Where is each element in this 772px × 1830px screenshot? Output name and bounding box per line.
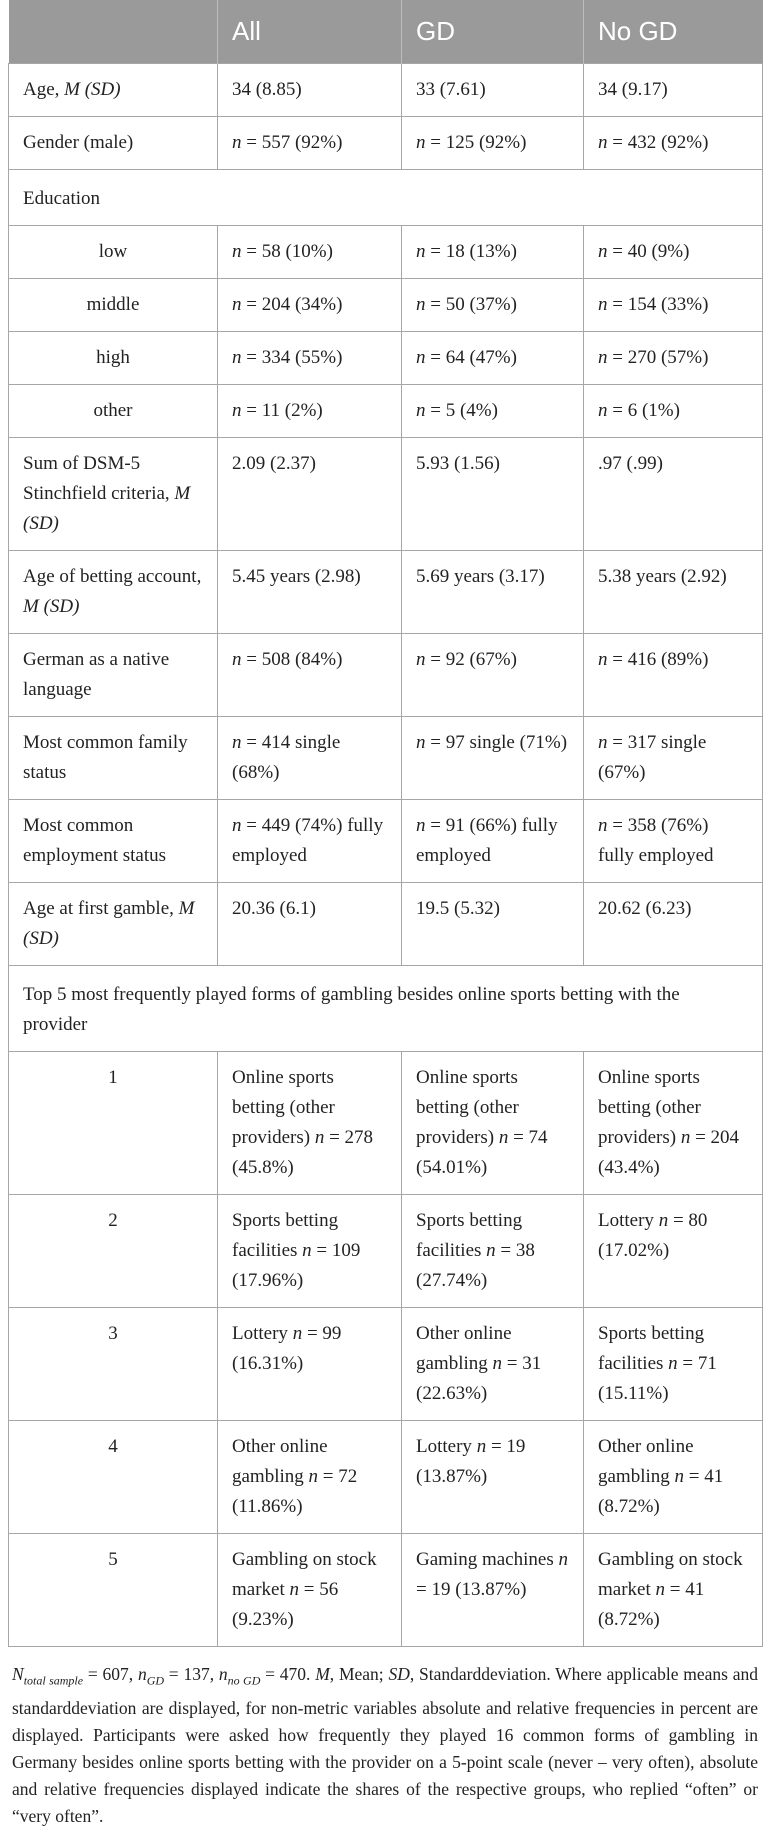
table-row: Age of betting account, M (SD) 5.45 years… <box>8 550 763 634</box>
table-row: 2 Sports betting facilities n = 109 (17.9… <box>8 1194 763 1308</box>
table-cell: n = 358 (76%) fully employed <box>583 799 763 883</box>
table-cell: 34 (9.17) <box>583 63 763 117</box>
table-cell: n = 5 (4%) <box>401 384 584 438</box>
row-label: 2 <box>8 1194 218 1308</box>
table-cell: n = 416 (89%) <box>583 633 763 717</box>
row-label: Age at first gamble, M (SD) <box>8 882 218 966</box>
table-cell: n = 270 (57%) <box>583 331 763 385</box>
table-header-row: All GD No GD <box>8 0 763 64</box>
table-cell: Other online gambling n = 72 (11.86%) <box>217 1420 402 1534</box>
table-cell: n = 91 (66%) fully employed <box>401 799 584 883</box>
table-cell: Sports betting facilities n = 38 (27.74%… <box>401 1194 584 1308</box>
table-cell: n = 449 (74%) fully employed <box>217 799 402 883</box>
table-row: Age at first gamble, M (SD) 20.36 (6.1) 19… <box>8 882 763 966</box>
table-cell: Online sports betting (other providers) … <box>583 1051 763 1195</box>
row-label: other <box>8 384 218 438</box>
section-row: Education <box>8 169 763 226</box>
table-cell: n = 557 (92%) <box>217 116 402 170</box>
table-body: Age, M (SD) 34 (8.85) 33 (7.61) 34 (9.17) Ge… <box>8 63 763 1647</box>
table-row: 5 Gambling on stock market n = 56 (9.23%)… <box>8 1533 763 1647</box>
demographics-table: All GD No GD Age, M (SD) 34 (8.85) 33 (7.6… <box>8 0 763 1647</box>
row-label: 4 <box>8 1420 218 1534</box>
table-row: other n = 11 (2%) n = 5 (4%) n = 6 (1%) <box>8 384 763 438</box>
table-cell: n = 64 (47%) <box>401 331 584 385</box>
row-label: Age, M (SD) <box>8 63 218 117</box>
table-row: low n = 58 (10%) n = 18 (13%) n = 40 (9%) <box>8 225 763 279</box>
section-label: Top 5 most frequently played forms of ga… <box>8 965 763 1052</box>
table-cell: Lottery n = 19 (13.87%) <box>401 1420 584 1534</box>
table-cell: Other online gambling n = 41 (8.72%) <box>583 1420 763 1534</box>
table-cell: n = 50 (37%) <box>401 278 584 332</box>
row-label: 1 <box>8 1051 218 1195</box>
table-row: Most common family status n = 414 single … <box>8 716 763 800</box>
header-label-column <box>8 0 218 64</box>
table-cell: n = 508 (84%) <box>217 633 402 717</box>
table-cell: n = 125 (92%) <box>401 116 584 170</box>
section-label: Education <box>8 169 763 226</box>
table-cell: n = 317 single (67%) <box>583 716 763 800</box>
table-cell: 5.69 years (3.17) <box>401 550 584 634</box>
table-cell: n = 6 (1%) <box>583 384 763 438</box>
header-gd: GD <box>401 0 584 64</box>
table-cell: 5.45 years (2.98) <box>217 550 402 634</box>
table-row: Gender (male) n = 557 (92%) n = 125 (92%) n… <box>8 116 763 170</box>
table-cell: .97 (.99) <box>583 437 763 551</box>
table-cell: Online sports betting (other providers) … <box>217 1051 402 1195</box>
table-cell: n = 204 (34%) <box>217 278 402 332</box>
row-label: Gender (male) <box>8 116 218 170</box>
table-row: German as a native language n = 508 (84%)… <box>8 633 763 717</box>
table-row: Sum of DSM-5 Stinchfield criteria, M (SD… <box>8 437 763 551</box>
table-cell: 5.93 (1.56) <box>401 437 584 551</box>
table-cell: n = 97 single (71%) <box>401 716 584 800</box>
row-label: high <box>8 331 218 385</box>
table-cell: Sports betting facilities n = 109 (17.96… <box>217 1194 402 1308</box>
table-footnote: Ntotal sample = 607, nGD = 137, nno GD =… <box>12 1664 759 1826</box>
table-row: high n = 334 (55%) n = 64 (47%) n = 270 (57… <box>8 331 763 385</box>
table-cell: 5.38 years (2.92) <box>583 550 763 634</box>
table-row: Age, M (SD) 34 (8.85) 33 (7.61) 34 (9.17) <box>8 63 763 117</box>
table-cell: 19.5 (5.32) <box>401 882 584 966</box>
header-all: All <box>217 0 402 64</box>
table-cell: n = 154 (33%) <box>583 278 763 332</box>
table-row: Most common employment status n = 449 (74… <box>8 799 763 883</box>
table-cell: Gambling on stock market n = 41 (8.72%) <box>583 1533 763 1647</box>
table-row: 3 Lottery n = 99 (16.31%) Other online gam… <box>8 1307 763 1421</box>
table-row: 4 Other online gambling n = 72 (11.86%) Lo… <box>8 1420 763 1534</box>
row-label: low <box>8 225 218 279</box>
table-cell: n = 11 (2%) <box>217 384 402 438</box>
table-cell: 20.62 (6.23) <box>583 882 763 966</box>
table-cell: n = 414 single (68%) <box>217 716 402 800</box>
table-cell: Gambling on stock market n = 56 (9.23%) <box>217 1533 402 1647</box>
row-label: Age of betting account, M (SD) <box>8 550 218 634</box>
table-cell: Other online gambling n = 31 (22.63%) <box>401 1307 584 1421</box>
table-cell: Gaming machines n = 19 (13.87%) <box>401 1533 584 1647</box>
row-label: 3 <box>8 1307 218 1421</box>
table-cell: 20.36 (6.1) <box>217 882 402 966</box>
table-cell: Online sports betting (other providers) … <box>401 1051 584 1195</box>
table-cell: n = 18 (13%) <box>401 225 584 279</box>
table-row: middle n = 204 (34%) n = 50 (37%) n = 154 (… <box>8 278 763 332</box>
header-no-gd: No GD <box>583 0 763 64</box>
row-label: Most common family status <box>8 716 218 800</box>
table-cell: n = 334 (55%) <box>217 331 402 385</box>
table-cell: Sports betting facilities n = 71 (15.11%… <box>583 1307 763 1421</box>
table-cell: 2.09 (2.37) <box>217 437 402 551</box>
table-cell: 33 (7.61) <box>401 63 584 117</box>
table-cell: n = 58 (10%) <box>217 225 402 279</box>
table-row: 1 Online sports betting (other providers)… <box>8 1051 763 1195</box>
row-label: middle <box>8 278 218 332</box>
row-label: Sum of DSM-5 Stinchfield criteria, M (SD… <box>8 437 218 551</box>
table-cell: n = 432 (92%) <box>583 116 763 170</box>
section-row: Top 5 most frequently played forms of ga… <box>8 965 763 1052</box>
table-cell: n = 92 (67%) <box>401 633 584 717</box>
table-cell: 34 (8.85) <box>217 63 402 117</box>
table-cell: n = 40 (9%) <box>583 225 763 279</box>
row-label: German as a native language <box>8 633 218 717</box>
table-cell: Lottery n = 99 (16.31%) <box>217 1307 402 1421</box>
table-cell: Lottery n = 80 (17.02%) <box>583 1194 763 1308</box>
row-label: Most common employment status <box>8 799 218 883</box>
row-label: 5 <box>8 1533 218 1647</box>
